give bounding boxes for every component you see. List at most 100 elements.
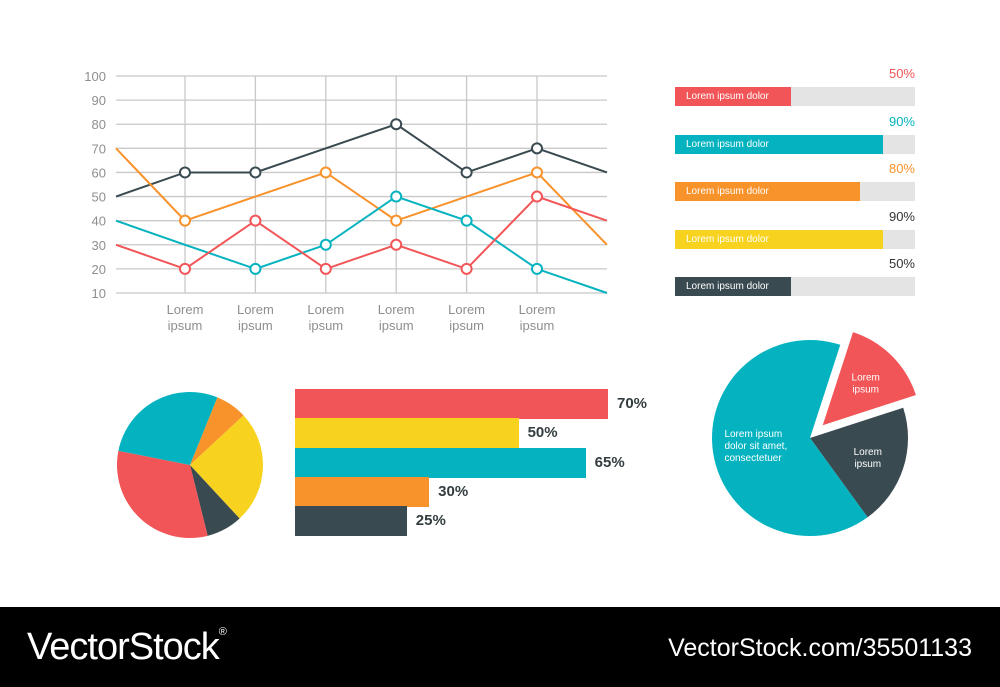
series-line <box>115 195 608 271</box>
data-point <box>249 166 262 179</box>
hbar-bar <box>295 476 430 507</box>
data-point <box>319 262 332 275</box>
hbar-value-label: 70% <box>617 395 648 412</box>
y-tick-label: 80 <box>92 117 106 132</box>
hbar-bar <box>295 418 519 449</box>
pie-slice <box>712 339 868 536</box>
progress-track: Lorem ipsum dolor <box>675 87 915 106</box>
watermark-brand: VectorStock® <box>27 626 227 668</box>
data-point <box>460 214 473 227</box>
pie-slice <box>118 392 218 465</box>
hbar-value-label: 30% <box>438 482 469 500</box>
x-tick-label: Lorem <box>448 302 485 317</box>
progress-label: Lorem ipsum dolor <box>686 233 769 245</box>
x-tick-label: ipsum <box>308 318 343 333</box>
x-tick-label: ipsum <box>449 318 484 333</box>
progress-bars-panel: 50% Lorem ipsum dolor 90% Lorem ipsum dolor… <box>675 66 915 306</box>
data-point <box>390 190 403 203</box>
pie-slice-label: Lorem <box>852 372 880 383</box>
progress-row: 50% Lorem ipsum dolor <box>675 66 915 110</box>
pie-slice-label: consectetuer <box>724 453 782 464</box>
watermark-banner: VectorStock® VectorStock.com/35501133 <box>0 607 1000 687</box>
progress-track: Lorem ipsum dolor <box>675 182 915 201</box>
data-point <box>460 166 473 179</box>
data-point <box>390 238 403 251</box>
x-tick-label: Lorem <box>237 302 274 317</box>
progress-label: Lorem ipsum dolor <box>686 138 769 150</box>
series-line <box>115 195 608 294</box>
pie-slice <box>822 332 916 426</box>
pie-slice <box>116 450 208 538</box>
progress-fill <box>675 87 791 106</box>
watermark-id: VectorStock.com/35501133 <box>668 634 972 662</box>
data-point <box>531 262 543 275</box>
progress-percent: 90% <box>888 113 915 129</box>
hbar-bar <box>295 389 608 419</box>
hbar-bar <box>295 447 586 478</box>
y-tick-label: 30 <box>92 238 106 253</box>
data-point <box>179 214 191 227</box>
progress-row: 90% Lorem ipsum dolor <box>675 114 915 158</box>
y-tick-label: 50 <box>92 190 106 205</box>
horizontal-bar-chart: 70% 50% 65% 30% 25% <box>295 389 675 541</box>
progress-fill <box>675 229 883 249</box>
y-tick-label: 70 <box>92 141 106 156</box>
x-tick-label: Lorem <box>167 302 204 317</box>
series-line <box>115 147 608 246</box>
data-point <box>319 166 332 179</box>
pie-chart-left <box>116 392 263 538</box>
pie-slice <box>190 415 263 519</box>
progress-row: 80% Lorem ipsum dolor <box>675 161 915 205</box>
data-point <box>249 214 262 227</box>
data-point <box>531 142 543 155</box>
pie-slice-label: ipsum <box>852 384 879 395</box>
progress-row: 90% Lorem ipsum dolor <box>675 209 915 253</box>
x-tick-label: ipsum <box>379 318 414 333</box>
y-tick-label: 20 <box>92 262 106 277</box>
data-point <box>249 262 262 275</box>
data-point <box>531 190 543 203</box>
data-point <box>531 166 543 179</box>
progress-percent: 50% <box>888 256 915 271</box>
pie-slice <box>190 397 244 465</box>
pie-slice-label: ipsum <box>854 459 881 470</box>
hbar-bar <box>295 506 407 537</box>
pie-slice-label: dolor sit amet, <box>724 441 787 452</box>
y-tick-label: 10 <box>92 286 106 301</box>
progress-row: 50% Lorem ipsum dolor <box>675 256 915 300</box>
x-tick-label: ipsum <box>238 318 273 333</box>
progress-percent: 80% <box>888 161 915 176</box>
progress-label: Lorem ipsum dolor <box>686 91 769 102</box>
progress-label: Lorem ipsum dolor <box>686 186 769 197</box>
x-tick-label: Lorem <box>378 302 415 317</box>
y-tick-label: 90 <box>92 93 106 108</box>
series-line <box>115 123 608 198</box>
progress-fill <box>675 134 883 154</box>
pie-slice <box>810 407 908 518</box>
data-point <box>319 238 332 251</box>
x-tick-label: Lorem <box>307 302 344 317</box>
y-tick-label: 40 <box>92 214 106 229</box>
progress-track: Lorem ipsum dolor <box>675 134 915 154</box>
progress-fill <box>675 277 791 296</box>
progress-percent: 50% <box>888 66 915 81</box>
pie-slice <box>190 465 240 536</box>
data-point <box>179 262 191 275</box>
progress-track: Lorem ipsum dolor <box>675 229 915 249</box>
hbar-value-label: 65% <box>594 453 625 471</box>
x-tick-label: Lorem <box>519 302 556 317</box>
hbar-value-label: 50% <box>527 424 558 442</box>
x-tick-label: ipsum <box>520 318 555 333</box>
progress-fill <box>675 182 860 201</box>
progress-percent: 90% <box>888 208 915 224</box>
data-point <box>460 262 473 275</box>
hbar-value-label: 25% <box>415 512 446 530</box>
y-tick-label: 100 <box>84 69 106 84</box>
pie-slice-label: Lorem <box>854 447 882 458</box>
data-point <box>390 118 403 131</box>
progress-track: Lorem ipsum dolor <box>675 277 915 296</box>
